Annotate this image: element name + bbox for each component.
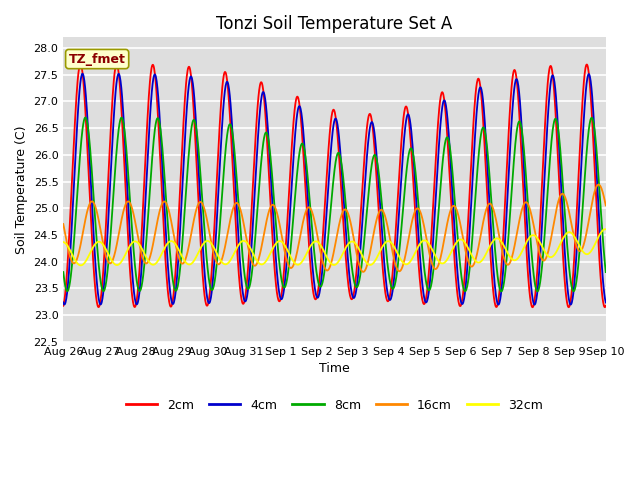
8cm <box>60 269 67 275</box>
2cm <box>273 287 280 292</box>
4cm <box>60 300 67 305</box>
16cm <box>285 264 293 270</box>
16cm <box>359 269 367 275</box>
32cm <box>180 256 188 262</box>
Line: 4cm: 4cm <box>63 74 605 305</box>
X-axis label: Time: Time <box>319 362 350 375</box>
16cm <box>272 207 280 213</box>
4cm <box>602 300 609 305</box>
4cm <box>418 277 426 283</box>
2cm <box>529 304 536 310</box>
32cm <box>554 246 562 252</box>
16cm <box>602 203 609 208</box>
16cm <box>508 257 515 263</box>
32cm <box>602 227 609 232</box>
Y-axis label: Soil Temperature (C): Soil Temperature (C) <box>15 125 28 254</box>
Line: 8cm: 8cm <box>63 118 605 291</box>
32cm <box>508 255 515 261</box>
2cm <box>77 61 84 67</box>
2cm <box>554 163 562 168</box>
16cm <box>554 200 562 206</box>
Title: Tonzi Soil Temperature Set A: Tonzi Soil Temperature Set A <box>216 15 452 33</box>
4cm <box>508 126 515 132</box>
8cm <box>497 288 505 294</box>
8cm <box>554 127 562 132</box>
4cm <box>286 215 294 221</box>
2cm <box>180 120 188 126</box>
16cm <box>60 221 67 227</box>
Text: TZ_fmet: TZ_fmet <box>68 53 125 66</box>
2cm <box>602 303 609 309</box>
16cm <box>418 214 426 220</box>
32cm <box>418 239 426 244</box>
2cm <box>60 303 67 309</box>
32cm <box>60 239 67 245</box>
4cm <box>554 129 562 135</box>
16cm <box>595 182 602 188</box>
8cm <box>508 190 515 195</box>
Line: 32cm: 32cm <box>63 229 605 265</box>
8cm <box>180 225 188 231</box>
4cm <box>273 264 280 270</box>
32cm <box>273 240 280 246</box>
8cm <box>286 256 294 262</box>
4cm <box>79 71 86 77</box>
Line: 16cm: 16cm <box>63 185 605 272</box>
32cm <box>77 263 84 268</box>
2cm <box>286 179 294 184</box>
8cm <box>82 115 90 120</box>
32cm <box>602 227 609 232</box>
8cm <box>273 229 280 235</box>
2cm <box>508 89 515 95</box>
16cm <box>179 261 187 266</box>
32cm <box>286 252 294 258</box>
4cm <box>531 302 538 308</box>
Line: 2cm: 2cm <box>63 64 605 307</box>
8cm <box>418 242 426 248</box>
Legend: 2cm, 4cm, 8cm, 16cm, 32cm: 2cm, 4cm, 8cm, 16cm, 32cm <box>121 394 548 417</box>
8cm <box>602 269 609 275</box>
2cm <box>418 295 426 300</box>
4cm <box>180 164 188 169</box>
